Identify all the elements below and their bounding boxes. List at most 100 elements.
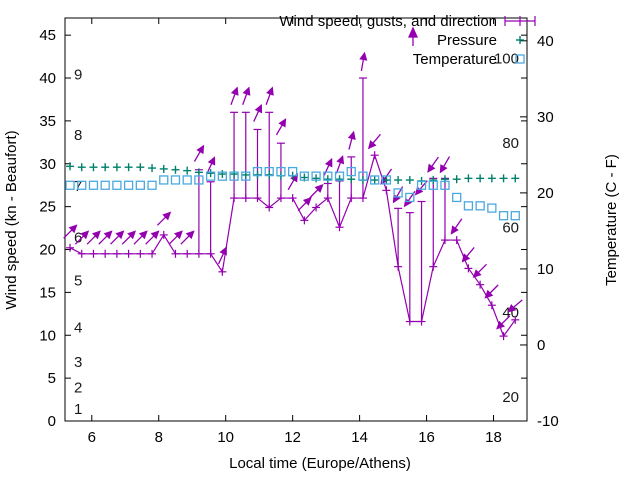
temperature-marker [358, 171, 368, 181]
wind-arrow [206, 156, 216, 175]
wind-arrow [367, 133, 381, 150]
temperature-marker [405, 192, 415, 203]
arrow-head [115, 230, 125, 240]
beaufort-label: 4 [74, 320, 82, 337]
arrow-head [230, 86, 239, 96]
wind-arrow [86, 230, 101, 245]
y-tick-label: 5 [48, 370, 56, 387]
temperature-marker [288, 166, 298, 177]
arrow-head [484, 289, 494, 299]
arrow-head [407, 26, 419, 38]
y2-tick-label: 10 [537, 261, 554, 278]
arrow-head [174, 230, 183, 240]
arrow-head [92, 230, 101, 240]
temperature-marker [334, 171, 345, 181]
wind-arrow [309, 184, 324, 199]
temperature-marker [217, 171, 227, 181]
arrow-head [450, 225, 459, 235]
fahrenheit-label: 100 [494, 51, 519, 68]
temperature-marker [112, 180, 122, 190]
x-tick-label: 12 [284, 429, 301, 446]
legend-label-pressure: Pressure [437, 32, 497, 49]
temperature-marker [65, 180, 75, 190]
temperature-marker [381, 175, 392, 185]
x-tick-label: 18 [485, 429, 502, 446]
temperature-marker [346, 166, 356, 177]
temperature-markers [65, 166, 520, 221]
temperature-marker [100, 180, 110, 190]
temperature-marker [440, 180, 450, 190]
plot-frame [64, 17, 528, 422]
arrow-head [138, 230, 148, 240]
x-tick-label: 10 [217, 429, 234, 446]
wind-arrow [180, 230, 195, 245]
legend-label-wind: Wind speed, gusts, and direction [279, 13, 497, 30]
wind-arrow [484, 284, 499, 299]
wind-arrow [121, 230, 137, 245]
arrow-head [207, 156, 216, 166]
y-tick-label: 20 [39, 242, 56, 259]
arrow-head [427, 163, 436, 173]
arrow-head [336, 155, 345, 165]
arrow-head [103, 230, 113, 240]
arrow-head [461, 253, 471, 263]
wind-markers [66, 151, 520, 341]
temperature-marker [123, 180, 134, 190]
wind-arrow [427, 156, 439, 173]
wind-arrow [323, 157, 333, 176]
temperature-marker [416, 180, 427, 190]
x-tick-label: 8 [155, 429, 163, 446]
temperature-marker [452, 192, 462, 203]
y-tick-label: 30 [39, 156, 56, 173]
wind-arrow [168, 230, 183, 245]
wind-arrow [145, 230, 160, 245]
temperature-marker [370, 175, 380, 185]
temperature-marker [159, 175, 169, 185]
beaufort-label: 2 [74, 380, 82, 397]
arrow-head [439, 164, 448, 174]
temperature-marker [463, 201, 474, 211]
arrow-head [219, 246, 227, 256]
beaufort-label: 3 [74, 354, 82, 371]
temperature-marker [147, 180, 157, 190]
wind-arrow [253, 103, 263, 122]
wind-arrow [110, 230, 125, 245]
temperature-marker [77, 180, 87, 190]
y2-tick-label: 40 [537, 33, 554, 50]
legend-label-temperature: Temperature [413, 51, 497, 68]
y-tick-label: 45 [39, 27, 56, 44]
y-tick-label: 25 [39, 199, 56, 216]
arrow-head [367, 140, 377, 150]
legend-pressure-arrow-icon [407, 26, 419, 46]
wind-arrow [98, 230, 113, 245]
wind-arrow [359, 51, 368, 71]
arrow-head [324, 157, 333, 168]
wind-arrow [63, 224, 78, 239]
temperature-marker [510, 211, 520, 221]
y-tick-label: 0 [48, 413, 56, 430]
fahrenheit-label: 20 [502, 389, 519, 406]
y2-tick-label: -10 [537, 413, 559, 430]
arrow-head [185, 230, 195, 240]
x-tick-label: 6 [88, 429, 96, 446]
beaufort-label: 5 [74, 273, 82, 290]
arrow-head [314, 184, 324, 193]
beaufort-label: 8 [74, 127, 82, 144]
wind-arrow [507, 299, 523, 313]
arrow-head [68, 224, 78, 234]
wind-arrow [450, 218, 463, 235]
wind-arrow [472, 263, 487, 279]
temperature-marker [276, 166, 286, 177]
y-axis-label: Wind speed (kn - Beaufort) [3, 130, 20, 309]
legend-marker-temperature [515, 54, 525, 64]
y2-axis-label: Temperature (C - F) [603, 154, 620, 286]
arrow-head [496, 320, 505, 330]
arrow-head [127, 230, 137, 240]
arrow-head [150, 230, 160, 240]
wind-arrow [297, 196, 312, 212]
arrow-head [162, 211, 172, 221]
wind-arrow [265, 86, 274, 105]
temperature-marker [428, 180, 438, 190]
wind-arrow [496, 315, 511, 330]
arrow-head [254, 103, 263, 114]
